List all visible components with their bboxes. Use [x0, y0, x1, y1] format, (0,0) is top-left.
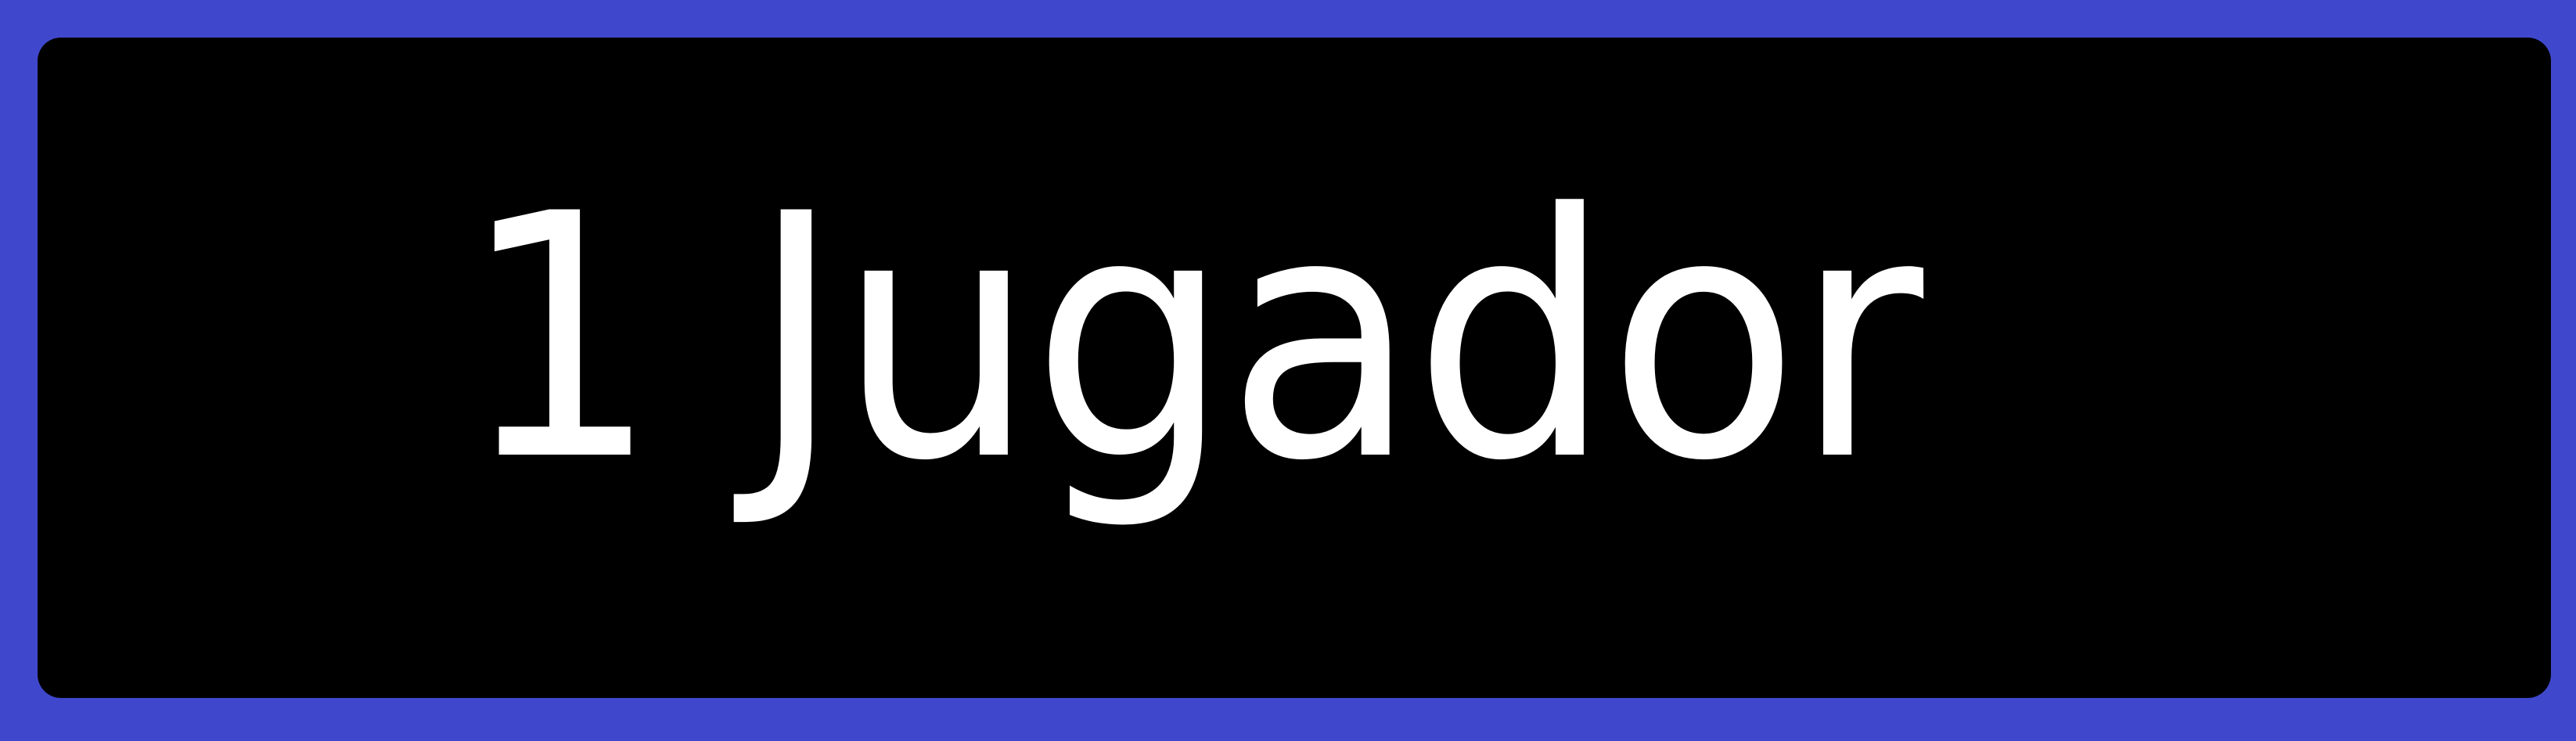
button-face: 1 Jugador — [38, 38, 2551, 698]
one-player-button-label: 1 Jugador — [460, 143, 1923, 534]
